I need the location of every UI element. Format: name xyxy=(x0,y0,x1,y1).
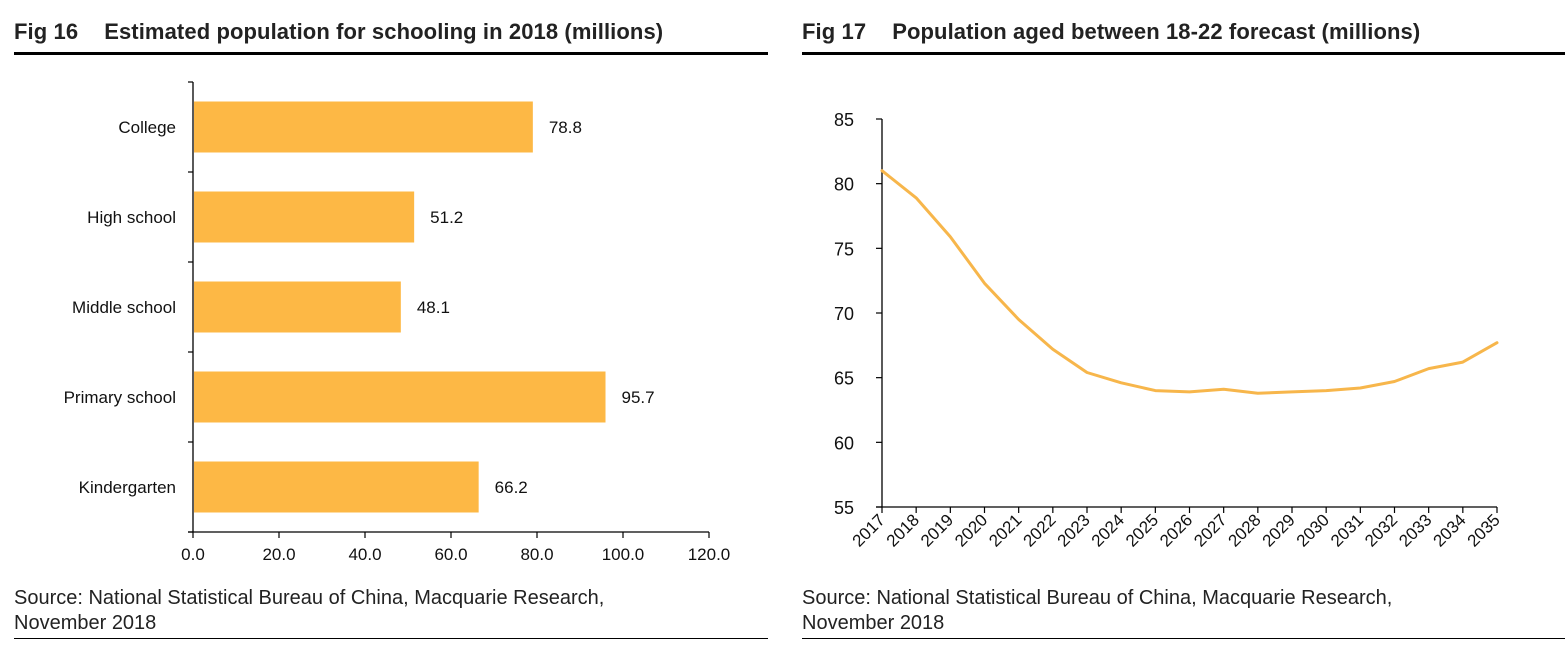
bar-college xyxy=(194,101,533,153)
bar-value-label: 78.8 xyxy=(549,118,582,137)
bar-chart-category-label: College xyxy=(118,118,176,137)
line-chart-x-tick-label: 2033 xyxy=(1395,510,1435,550)
figure-16-label: Fig 16 xyxy=(14,19,79,44)
bar-chart-x-tick-label: 120.0 xyxy=(688,545,731,564)
figure-16-source: Source: National Statistical Bureau of C… xyxy=(14,586,604,636)
line-chart-x-tick-label: 2021 xyxy=(985,510,1025,550)
figure-17-source-line-2: November 2018 xyxy=(802,612,945,634)
bar-value-label: 48.1 xyxy=(417,298,450,317)
line-chart-y-tick-label: 80 xyxy=(834,175,854,195)
bar-kindergarten xyxy=(194,461,479,513)
figure-16-title: Fig 16 Estimated population for schooling… xyxy=(14,19,663,45)
figure-16-source-line-1: Source: National Statistical Bureau of C… xyxy=(14,587,605,609)
line-chart-y-tick-label: 70 xyxy=(834,304,854,324)
bar-value-label: 95.7 xyxy=(622,388,655,407)
figure-17-title: Fig 17 Population aged between 18-22 fore… xyxy=(802,19,1420,45)
bar-chart-x-tick-label: 0.0 xyxy=(181,545,205,564)
line-chart-x-tick-label: 2023 xyxy=(1054,510,1094,550)
line-chart-x-tick-label: 2020 xyxy=(951,510,991,550)
figure-17-top-rule xyxy=(802,52,1565,55)
line-chart: 5560657075808520172018201920202021202220… xyxy=(834,110,1504,551)
figure-16-top-rule xyxy=(14,52,768,55)
figure-16-title-text: Estimated population for schooling in 20… xyxy=(104,19,664,44)
bar-chart-x-tick-label: 100.0 xyxy=(602,545,645,564)
line-chart-y-tick-label: 60 xyxy=(834,433,854,453)
line-chart-y-tick-label: 75 xyxy=(834,239,854,259)
line-chart-x-tick-label: 2031 xyxy=(1327,510,1367,550)
line-chart-y-tick-label: 55 xyxy=(834,498,854,518)
figure-17-bottom-rule xyxy=(802,638,1565,639)
bar-chart-category-label: High school xyxy=(87,208,176,227)
line-chart-x-tick-label: 2032 xyxy=(1361,510,1401,550)
bar-chart-category-label: Kindergarten xyxy=(79,478,176,497)
bar-chart-x-tick-label: 20.0 xyxy=(262,545,295,564)
line-chart-x-tick-label: 2026 xyxy=(1156,510,1196,550)
line-chart-x-tick-label: 2017 xyxy=(849,510,889,550)
bar-middle-school xyxy=(194,281,401,333)
line-chart-x-tick-label: 2024 xyxy=(1088,510,1128,550)
figure-16-panel: Fig 16 Estimated population for schooling… xyxy=(0,0,780,664)
line-chart-x-tick-label: 2019 xyxy=(917,510,957,550)
bar-high-school xyxy=(194,191,415,243)
figure-17-source-line-1: Source: National Statistical Bureau of C… xyxy=(802,587,1393,609)
bar-chart-category-label: Middle school xyxy=(72,298,176,317)
line-chart-y-tick-label: 85 xyxy=(834,110,854,130)
bar-chart: 0.0 20.0 40.0 60.0 80.0 100.0 120.0 College 78.… xyxy=(64,81,731,564)
bar-chart-x-tick-label: 80.0 xyxy=(520,545,553,564)
line-chart-x-tick-label: 2028 xyxy=(1224,510,1264,550)
bar-chart-x-tick-label: 40.0 xyxy=(348,545,381,564)
bar-chart-category-label: Primary school xyxy=(64,388,176,407)
line-chart-x-tick-label: 2029 xyxy=(1259,510,1299,550)
figure-17-panel: Fig 17 Population aged between 18-22 fore… xyxy=(790,0,1565,664)
bar-value-label: 66.2 xyxy=(495,478,528,497)
figure-16-bottom-rule xyxy=(14,638,768,639)
line-chart-x-tick-label: 2035 xyxy=(1464,510,1504,550)
bar-chart-x-tick-label: 60.0 xyxy=(434,545,467,564)
line-chart-x-tick-label: 2025 xyxy=(1122,510,1162,550)
line-chart-x-tick-label: 2030 xyxy=(1293,510,1333,550)
figure-17-source: Source: National Statistical Bureau of C… xyxy=(802,586,1392,636)
figure-17-label: Fig 17 xyxy=(802,19,867,44)
figure-16-source-line-2: November 2018 xyxy=(14,612,157,634)
line-chart-x-tick-label: 2018 xyxy=(883,510,923,550)
bar-primary-school xyxy=(194,371,606,423)
bar-value-label: 51.2 xyxy=(430,208,463,227)
series-line-population-18-22 xyxy=(880,169,1499,395)
line-chart-y-tick-label: 65 xyxy=(834,369,854,389)
line-chart-x-tick-label: 2034 xyxy=(1429,510,1469,550)
figure-17-title-text: Population aged between 18-22 forecast (… xyxy=(892,19,1421,44)
line-chart-x-tick-label: 2022 xyxy=(1019,510,1059,550)
line-chart-x-tick-label: 2027 xyxy=(1190,510,1230,550)
